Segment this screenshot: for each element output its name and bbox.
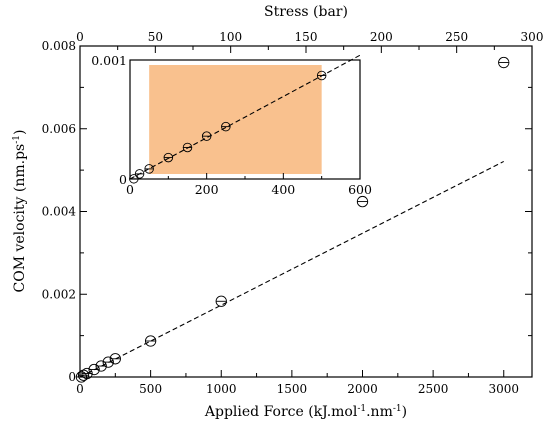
y-tick-label: 0.002 xyxy=(42,287,76,301)
inset-frame xyxy=(129,59,361,180)
y-tick-label: 0.008 xyxy=(42,39,76,53)
top-tick-label: 150 xyxy=(295,30,318,44)
data-point xyxy=(75,371,88,383)
inset-x-tick-label: 400 xyxy=(271,182,295,197)
top-tick-label: 200 xyxy=(370,30,393,44)
x-tick-label: 1000 xyxy=(206,382,237,396)
data-point xyxy=(356,195,369,208)
inset-highlight-region xyxy=(149,65,322,174)
inset-data-point xyxy=(144,164,154,174)
inset-data-point xyxy=(134,169,145,179)
y-tick-label: 0.004 xyxy=(42,205,77,219)
data-point xyxy=(144,335,157,347)
inset-y-tick-label: 0.001 xyxy=(91,53,127,68)
inset-data-point xyxy=(221,121,231,132)
inset-y-tick-label: 0 xyxy=(119,172,127,187)
x-axis-title: Applied Force (kJ.mol-1.nm-1) xyxy=(204,404,407,420)
inset-x-tick-label: 0 xyxy=(126,182,134,197)
x-tick-label: 0 xyxy=(76,382,84,396)
inset-chart: 0 200 400 600 0 0.001 xyxy=(91,53,372,197)
top-axis-title: Stress (bar) xyxy=(264,4,348,20)
x-tick-label: 3000 xyxy=(488,382,519,396)
inset-data-point xyxy=(182,142,193,153)
data-point xyxy=(109,353,121,365)
inset-data-point xyxy=(201,131,212,141)
y-tick-label: 0 xyxy=(68,370,76,384)
inset-data-point xyxy=(316,70,327,81)
top-tick-label: 0 xyxy=(76,30,84,44)
y-axis-title: COM velocity (nm.ps-1) xyxy=(12,130,28,293)
main-points xyxy=(75,56,510,383)
top-tick-label: 100 xyxy=(219,30,242,44)
inset-x-tick-label: 200 xyxy=(195,182,219,197)
inset-data-point xyxy=(163,152,174,163)
x-tick-label: 1500 xyxy=(277,382,308,396)
y-tick-label: 0.006 xyxy=(42,122,76,136)
inset-ticks: 0 200 400 600 0 0.001 xyxy=(91,53,372,197)
inset-x-tick-label: 600 xyxy=(348,182,372,197)
top-tick-label: 250 xyxy=(445,30,468,44)
x-tick-label: 2000 xyxy=(347,382,378,396)
x-tick-label: 500 xyxy=(139,382,162,396)
x-tick-label: 2500 xyxy=(418,382,449,396)
top-tick-label: 50 xyxy=(148,30,163,44)
main-fit-layer xyxy=(79,160,504,378)
data-point xyxy=(498,56,510,69)
main-fit-line xyxy=(79,160,504,378)
top-tick-label: 300 xyxy=(521,30,544,44)
data-point xyxy=(215,295,227,307)
